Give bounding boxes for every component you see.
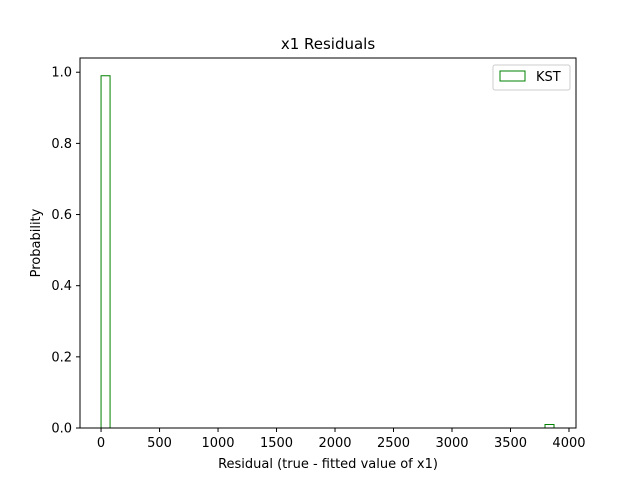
histogram-bars <box>100 75 555 428</box>
x-tick-label: 3000 <box>435 436 468 451</box>
histogram-bar <box>100 75 111 428</box>
y-tick-label: 0.6 <box>51 208 72 223</box>
x-tick-label: 1000 <box>201 436 234 451</box>
plot-frame <box>79 57 577 429</box>
y-tick-label: 0.8 <box>51 137 72 152</box>
y-tick-label: 0.0 <box>51 422 72 437</box>
legend-label: KST <box>536 70 561 85</box>
legend-swatch <box>499 70 526 82</box>
x-axis-label: Residual (true - fitted value of x1) <box>218 457 438 472</box>
x-tick-label: 3500 <box>494 436 527 451</box>
plot-area <box>79 57 577 429</box>
x-tick-label: 500 <box>147 436 172 451</box>
chart-title: x1 Residuals <box>281 35 376 53</box>
x-tick-label: 2000 <box>318 436 351 451</box>
y-axis: 0.0 0.2 0.4 0.6 0.8 1.0 <box>51 66 80 437</box>
x-tick-label: 0 <box>97 436 105 451</box>
y-tick-label: 0.4 <box>51 279 72 294</box>
x-tick-label: 4000 <box>552 436 585 451</box>
x-tick-label: 1500 <box>260 436 293 451</box>
x-tick-label: 2500 <box>377 436 410 451</box>
y-tick-label: 1.0 <box>51 66 72 81</box>
histogram-bar <box>544 423 555 428</box>
legend: KST <box>492 64 571 91</box>
y-axis-label: Probability <box>29 208 44 277</box>
y-tick-label: 0.2 <box>51 350 72 365</box>
x-axis: 0 500 1000 1500 2000 2500 3000 3500 4000 <box>97 428 586 451</box>
